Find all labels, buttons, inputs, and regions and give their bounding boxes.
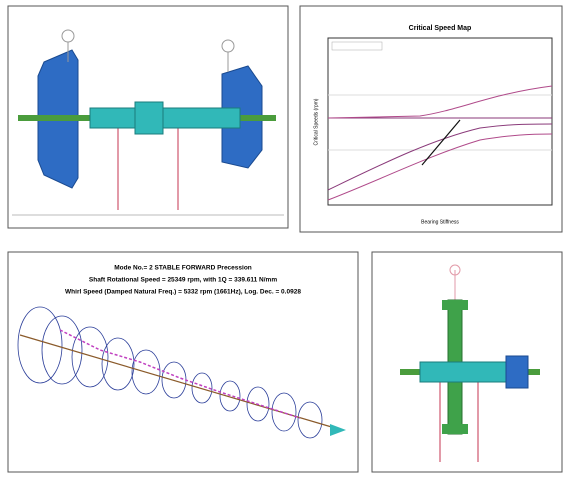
shaft-elements bbox=[90, 108, 240, 128]
disk-rim bbox=[442, 424, 468, 434]
panel-frame bbox=[300, 6, 562, 232]
legend-box bbox=[332, 42, 382, 50]
panel-frame bbox=[8, 252, 358, 472]
x-axis-label: Bearing Stiffness bbox=[421, 219, 459, 225]
shaft-elements bbox=[420, 362, 510, 382]
hub bbox=[506, 356, 528, 388]
mode-text: Shaft Rotational Speed = 25349 rpm, with… bbox=[89, 277, 277, 284]
speed-map-panel: Critical Speed Map Critical Speeds (rpm)… bbox=[300, 6, 562, 232]
mode-shape-panel: Mode No.= 2 STABLE FORWARD Precession Sh… bbox=[8, 252, 358, 472]
disk-rim bbox=[442, 300, 468, 310]
chart-title: Critical Speed Map bbox=[409, 25, 472, 32]
mode-text: Whirl Speed (Damped Natural Freq.) = 533… bbox=[65, 289, 301, 296]
y-axis-label: Critical Speeds (rpm) bbox=[313, 98, 319, 145]
figure: Critical Speed Map Critical Speeds (rpm)… bbox=[0, 0, 571, 478]
rotor-model-2 bbox=[372, 252, 562, 472]
mode-text: Mode No.= 2 STABLE FORWARD Precession bbox=[114, 265, 252, 272]
coupling bbox=[135, 102, 163, 134]
rotor-model-1 bbox=[8, 6, 288, 228]
